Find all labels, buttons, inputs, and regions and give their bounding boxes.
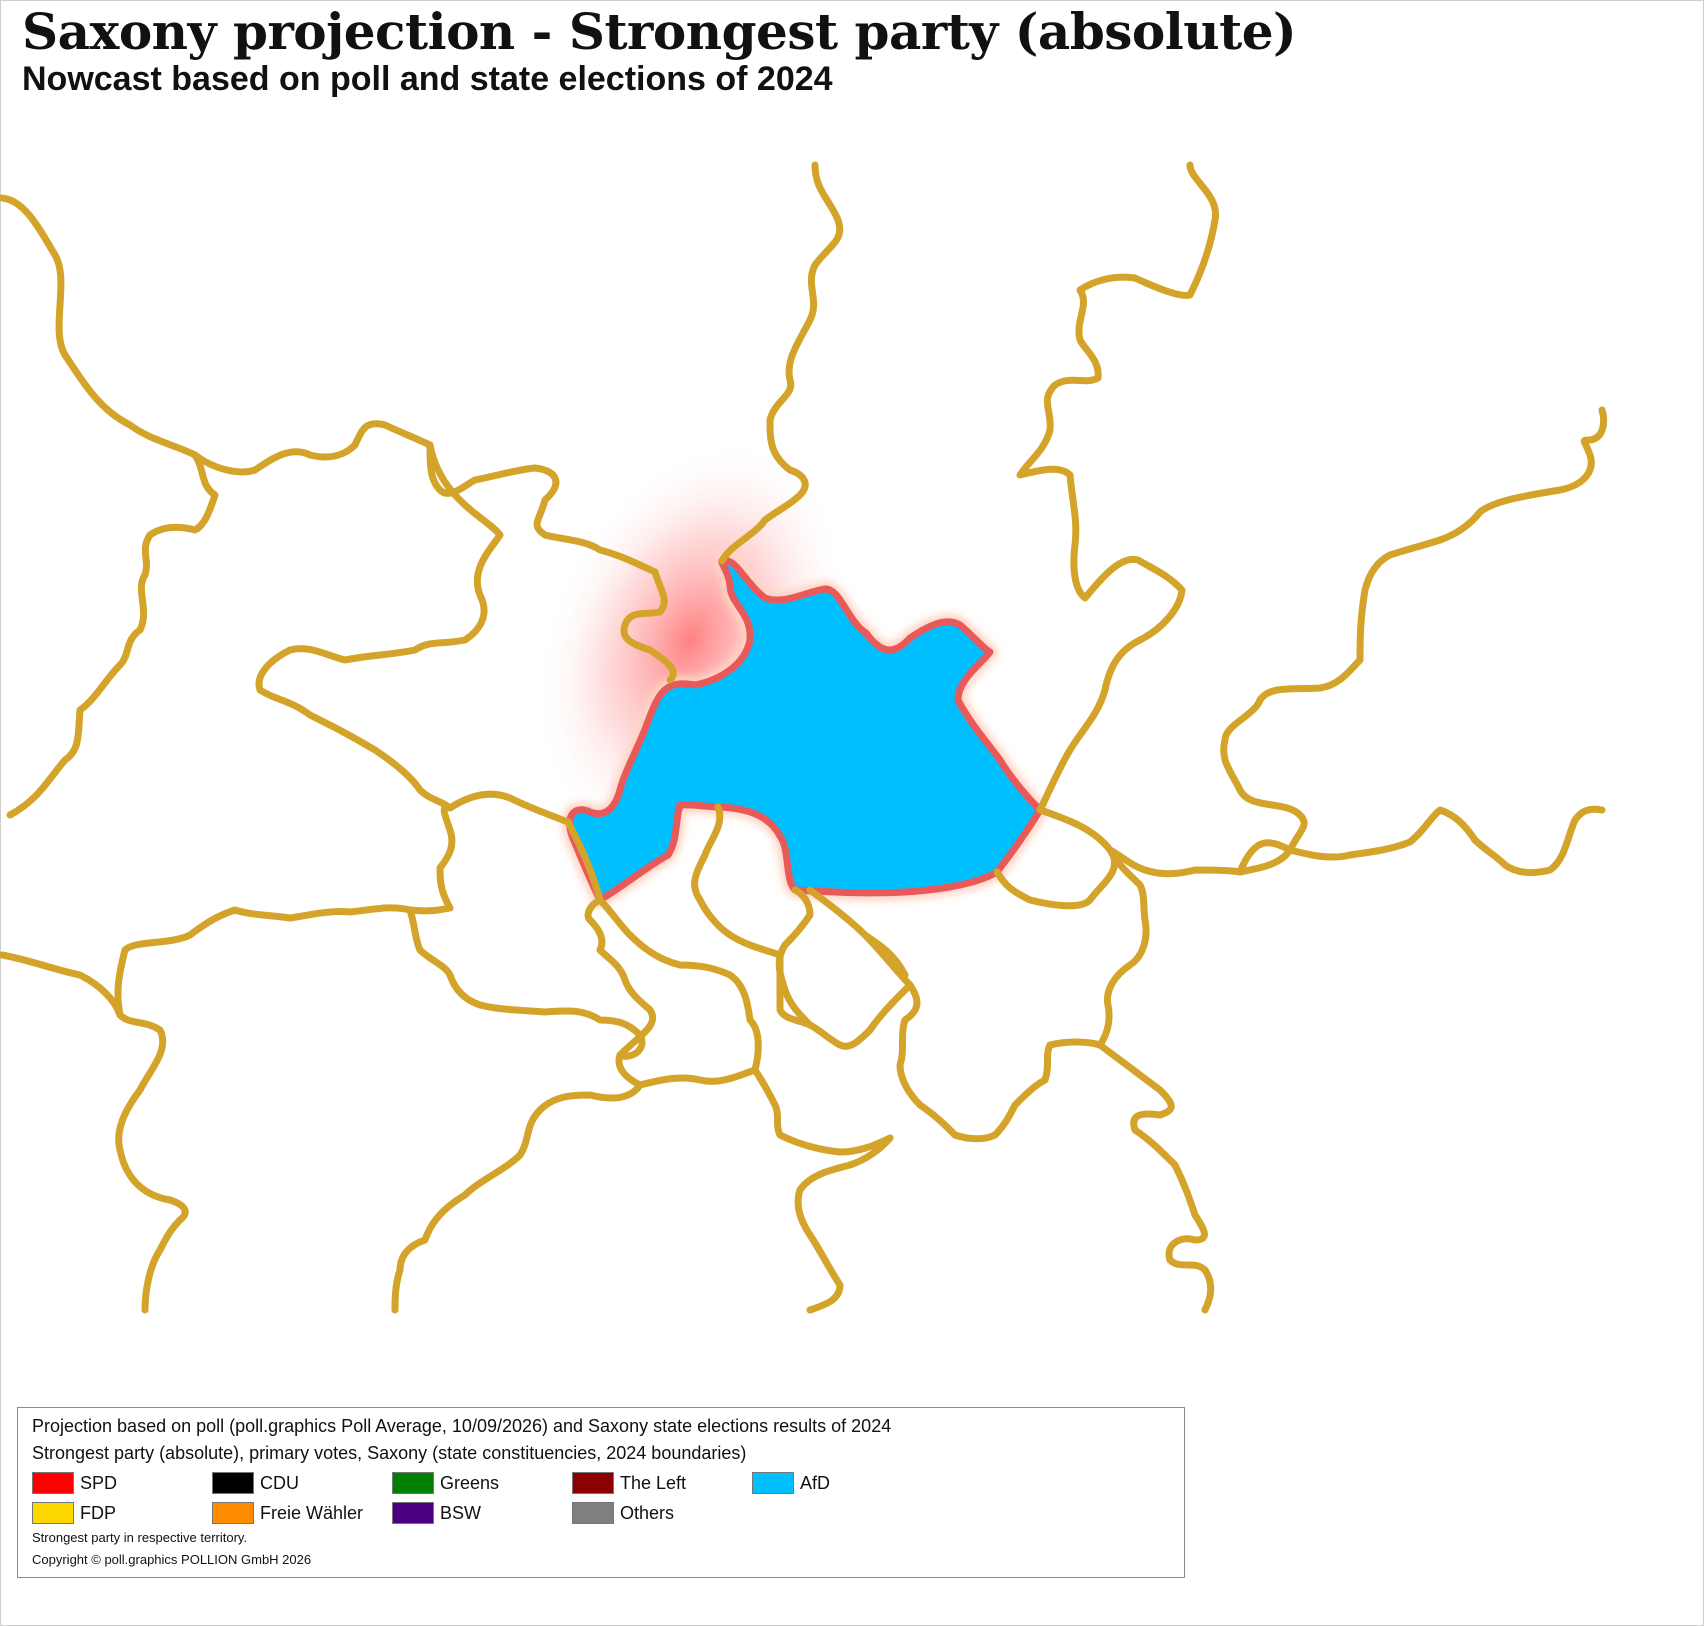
boundary-line	[861, 931, 909, 979]
boundary-line	[596, 896, 762, 1074]
legend-entry-others: Others	[572, 1502, 674, 1524]
legend-label-others: Others	[620, 1502, 675, 1523]
boundary-line	[1096, 846, 1150, 1049]
legend-entry-fdp: FDP	[32, 1502, 116, 1524]
boundary-line	[1106, 406, 1607, 878]
legend-label-cdu: CDU	[260, 1472, 299, 1493]
boundary-line	[806, 886, 914, 989]
boundary-line	[896, 981, 1104, 1143]
map-subtitle: Nowcast based on poll and state election…	[22, 60, 833, 98]
legend-entry-afd: AfD	[752, 1472, 830, 1494]
map-title: Saxony projection - Strongest party (abs…	[22, 2, 1297, 61]
boundary-line	[794, 1134, 894, 1314]
legend-swatch-greens	[392, 1472, 434, 1494]
legend-swatch-the-left	[572, 1472, 614, 1494]
boundary-line	[620, 568, 677, 684]
legend-label-afd: AfD	[800, 1472, 831, 1493]
legend-entry-greens: Greens	[392, 1472, 499, 1494]
boundary-line	[426, 441, 659, 576]
boundary-line	[1016, 161, 1219, 814]
legend-box: Projection based on poll (poll.graphics …	[17, 1407, 1185, 1578]
legend-label-freie-waehler: Freie Wähler	[260, 1502, 364, 1523]
highlighted-constituency[interactable]	[561, 552, 1048, 908]
legend-label-spd: SPD	[80, 1472, 118, 1493]
boundary-line	[446, 790, 572, 826]
constituency-map	[0, 161, 1607, 1314]
legend-swatch-bsw	[392, 1502, 434, 1524]
legend-swatch-freie-waehler	[212, 1502, 254, 1524]
boundary-line	[1236, 805, 1606, 876]
legend-entry-the-left: The Left	[572, 1472, 686, 1494]
boundary-line	[255, 441, 504, 812]
legend-entry-freie-waehler: Freie Wähler	[212, 1502, 363, 1524]
legend-entry-cdu: CDU	[212, 1472, 299, 1494]
boundary-line	[776, 951, 914, 1050]
boundary-line	[718, 161, 844, 565]
legend-label-the-left: The Left	[620, 1472, 687, 1493]
boundary-line	[691, 803, 784, 959]
legend-description-line: Strongest party (absolute), primary vote…	[32, 1443, 747, 1463]
boundary-line	[391, 1081, 644, 1314]
boundary-line	[114, 804, 456, 1019]
legend-swatch-afd	[752, 1472, 794, 1494]
boundary-line	[993, 806, 1119, 910]
legend-source-line: Projection based on poll (poll.graphics …	[32, 1416, 892, 1436]
legend-swatch-spd	[32, 1472, 74, 1494]
copyright-notice: Copyright © poll.graphics POLLION GmbH 2…	[32, 1552, 312, 1567]
boundary-line	[6, 451, 219, 819]
boundary-line	[775, 886, 814, 1029]
boundary-line	[406, 906, 646, 1060]
boundary-line	[0, 194, 199, 459]
boundary-line	[0, 951, 189, 1314]
highlighted-constituency-fill	[566, 556, 1044, 904]
legend-label-bsw: BSW	[440, 1502, 482, 1523]
legend-swatch-cdu	[212, 1472, 254, 1494]
legend-entry-bsw: BSW	[392, 1502, 481, 1524]
legend-swatch-fdp	[32, 1502, 74, 1524]
legend-swatch-others	[572, 1502, 614, 1524]
legend-note: Strongest party in respective territory.	[32, 1530, 248, 1545]
legend-entry-spd: SPD	[32, 1472, 117, 1494]
boundary-line	[636, 1066, 894, 1156]
boundary-line	[191, 420, 434, 476]
boundary-line	[1096, 1041, 1215, 1314]
constituency-boundaries	[0, 161, 1607, 1314]
legend-label-fdp: FDP	[80, 1502, 116, 1523]
legend-label-greens: Greens	[440, 1472, 500, 1493]
